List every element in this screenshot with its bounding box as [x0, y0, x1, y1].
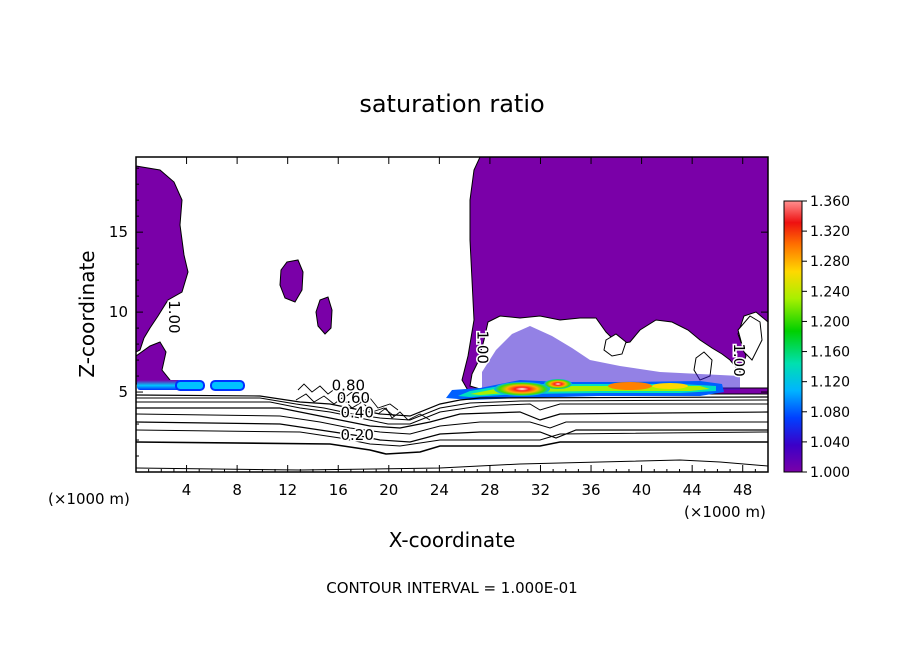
cloud-band-left-1 — [137, 380, 181, 390]
x-tick-label: 32 — [531, 481, 550, 499]
colorbar-tick-label: 1.360 — [810, 194, 850, 210]
x-tick-label: 44 — [683, 481, 702, 499]
colorbar — [783, 200, 803, 473]
x-tick-label: 8 — [232, 481, 242, 499]
cloud-hot-core — [494, 382, 550, 396]
colorbar-tick-label: 1.160 — [810, 345, 850, 361]
x-axis: 4 8 12 16 20 24 28 32 36 40 44 48 — [148, 157, 756, 499]
colorbar-tick-label: 1.200 — [810, 314, 850, 330]
cloud-hot-core-2 — [544, 379, 572, 389]
x-tick-label: 28 — [480, 481, 499, 499]
colorbar-tick-label: 1.320 — [810, 224, 850, 240]
colorbar-ticks: 1.360 1.320 1.280 1.240 1.200 1.160 1.120 1.080… — [802, 194, 850, 481]
clear-hole-right-3 — [737, 315, 763, 361]
colorbar-tick-label: 1.040 — [810, 435, 850, 451]
x-tick-label: 24 — [430, 481, 449, 499]
contour-interval-note: CONTOUR INTERVAL = 1.000E-01 — [326, 579, 577, 597]
contour-lines — [136, 394, 768, 471]
contour-label: 1.00 — [165, 300, 183, 333]
x-tick-label: 12 — [278, 481, 297, 499]
contour-label: 0.80 — [332, 376, 365, 394]
x-tick-label: 4 — [182, 481, 192, 499]
contour-labels: 0.20 0.400.600.80 1.00 1.00 1.00 — [163, 299, 749, 446]
y-tick-label: 5 — [118, 383, 128, 401]
supersat-region-right — [461, 157, 768, 395]
x-axis-label: X-coordinate — [389, 528, 516, 552]
plot-area: 0.20 0.400.600.80 1.00 1.00 1.00 — [136, 157, 768, 472]
y-tick-label: 10 — [109, 303, 128, 321]
blue-speckle-zone — [482, 326, 740, 390]
x-tick-label: 16 — [329, 481, 348, 499]
contour-wiggles — [295, 383, 431, 421]
y-axis-label: Z-coordinate — [75, 250, 99, 377]
x-tick-label: 40 — [632, 481, 651, 499]
y-axis: 5 10 15 — [109, 167, 768, 457]
x-unit-left: (×1000 m) — [48, 490, 130, 508]
cloud-band-left-2 — [175, 380, 205, 391]
x-unit-right: (×1000 m) — [684, 503, 766, 521]
x-tick-label: 20 — [379, 481, 398, 499]
x-tick-label: 48 — [733, 481, 752, 499]
supersat-region-left — [136, 165, 189, 353]
cloud-hot-core-3 — [608, 382, 652, 390]
contour-label: 0.20 — [340, 426, 373, 444]
clear-hole-right — [603, 333, 627, 357]
contour-label: 0.40 — [340, 404, 373, 422]
contour-label: 1.00 — [473, 331, 491, 364]
cloud-hot-core-4 — [652, 383, 688, 389]
y-tick-label: 15 — [109, 223, 128, 241]
colorbar-tick-label: 1.080 — [810, 405, 850, 421]
supersat-blob-2 — [315, 296, 333, 335]
colorbar-tick-label: 1.120 — [810, 375, 850, 391]
contour-label: 0.60 — [337, 389, 370, 407]
cloud-band-left-3 — [210, 380, 245, 391]
supersat-blob-1 — [279, 259, 304, 303]
colorbar-tick-label: 1.280 — [810, 254, 850, 270]
contour-label: 1.00 — [730, 343, 748, 376]
chart-title: saturation ratio — [359, 90, 544, 118]
colorbar-tick-label: 1.240 — [810, 284, 850, 300]
colorbar-tick-label: 1.000 — [810, 465, 850, 481]
x-tick-label: 36 — [581, 481, 600, 499]
